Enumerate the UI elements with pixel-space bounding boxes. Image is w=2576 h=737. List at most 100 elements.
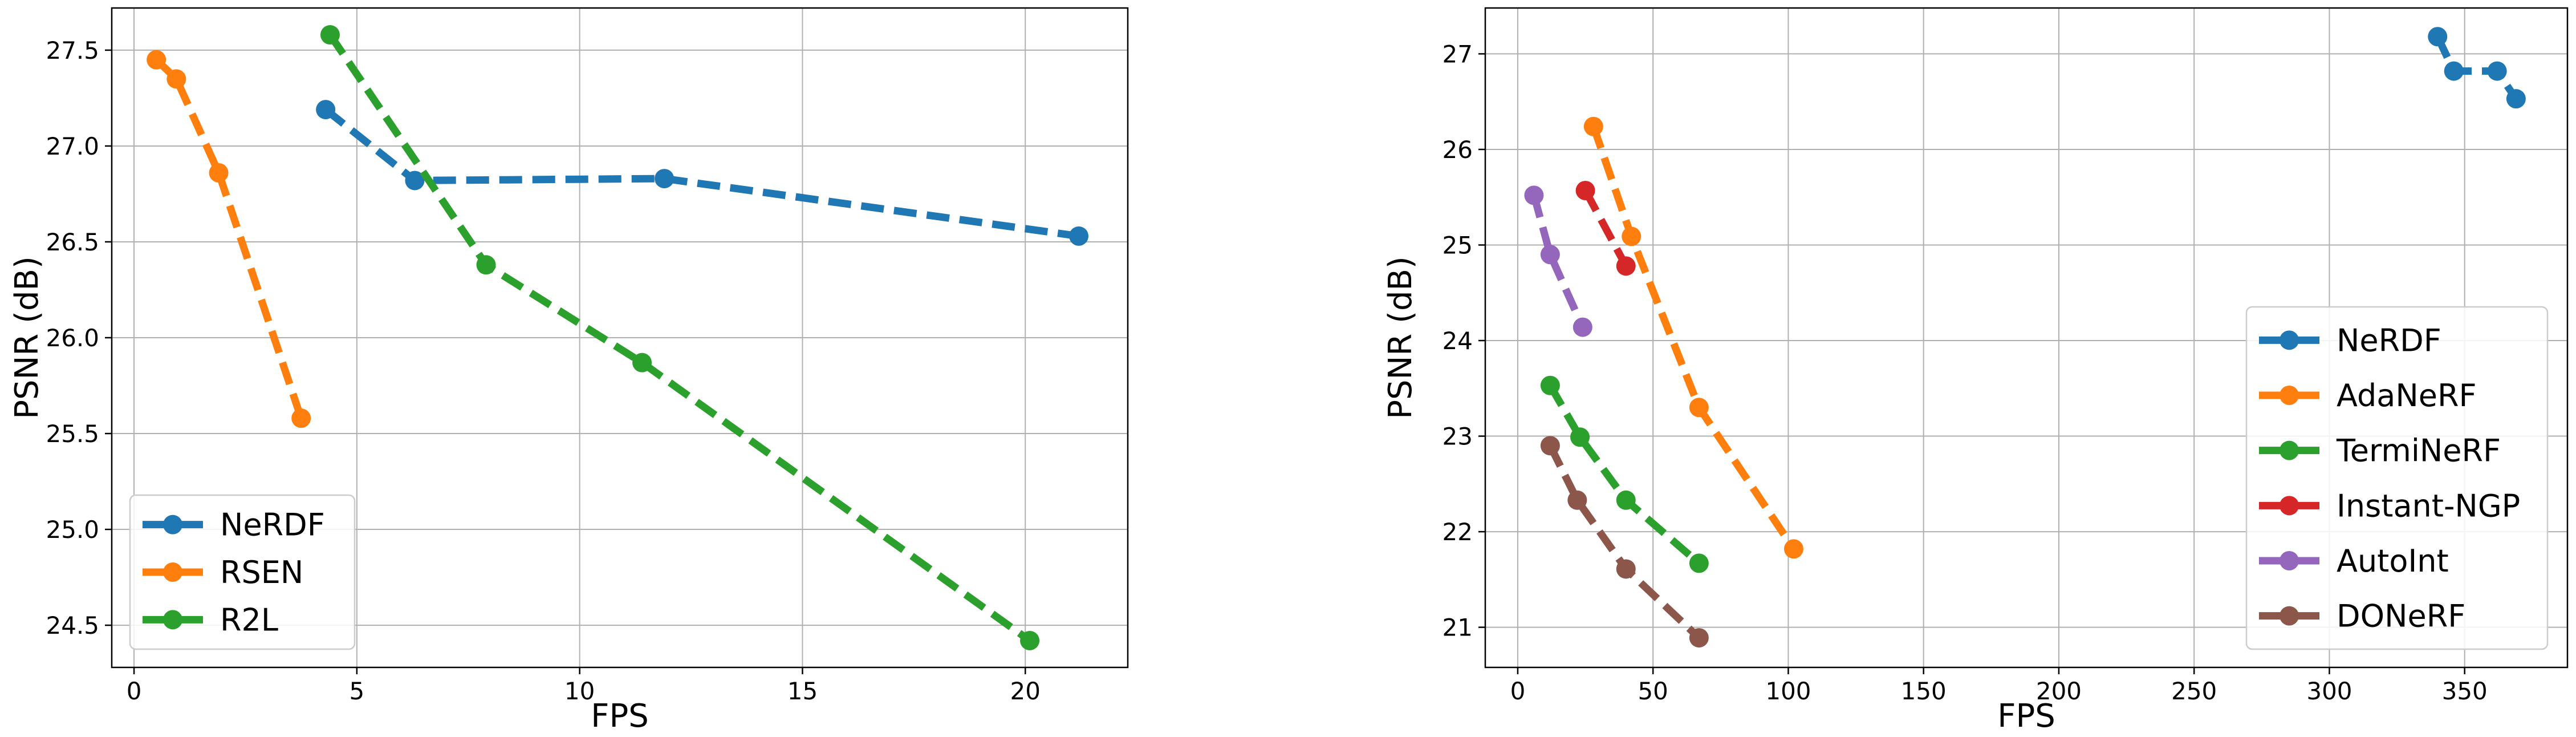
legend-marker [163, 610, 182, 630]
data-point [1573, 317, 1592, 337]
y-tick-label: 27.0 [46, 132, 99, 160]
data-point [2487, 61, 2507, 81]
data-point [1616, 490, 1636, 510]
data-point [1689, 628, 1709, 648]
right-chart: 0 50 100 150 200 250 300 350 21 22 23 24 25 26 27 FPS PS… [1382, 7, 2569, 735]
legend-label: NeRDF [220, 507, 325, 543]
data-point [405, 171, 425, 191]
plot-frame [1484, 7, 2569, 669]
data-point [1540, 245, 1560, 265]
y-axis-label: PSNR (dB) [1382, 256, 1419, 419]
series-adanerf [1583, 116, 1803, 559]
legend-marker [163, 562, 182, 582]
x-tick-label: 0 [1510, 677, 1526, 705]
data-point [2444, 61, 2464, 81]
legend-item: NeRDF [2259, 322, 2441, 358]
data-point [291, 408, 311, 428]
x-tick-label: 10 [564, 677, 595, 705]
data-point [1616, 559, 1636, 579]
data-point [209, 163, 229, 183]
x-tick-label: 0 [127, 677, 142, 705]
data-point [320, 25, 340, 45]
data-point [1540, 375, 1560, 395]
x-tick-label: 200 [2036, 677, 2082, 705]
legend-label: Instant-NGP [2337, 488, 2520, 524]
x-tick-label: 150 [1901, 677, 1947, 705]
data-point [147, 50, 166, 70]
data-point [1622, 226, 1642, 246]
y-tick-label: 27 [1443, 40, 1473, 68]
legend-marker [2280, 606, 2299, 626]
legend: NeRDF RSEN R2L [129, 494, 356, 650]
legend: NeRDF AdaNeRF TermiNeRF Instant-NGP AutoInt D… [2245, 306, 2549, 650]
x-tick-label: 50 [1638, 677, 1668, 705]
x-tick-label: 5 [350, 677, 365, 705]
x-tick-label: 15 [787, 677, 818, 705]
legend-item: DONeRF [2259, 598, 2465, 634]
y-tick-label: 22 [1443, 518, 1473, 546]
x-axis-label: FPS [1997, 698, 2055, 735]
data-point [1689, 553, 1709, 573]
legend-box [129, 494, 356, 650]
legend-marker [2280, 330, 2299, 350]
legend-marker [2280, 386, 2299, 405]
series-autoint [1524, 185, 1592, 337]
y-tick-label: 26.0 [46, 324, 99, 352]
legend-item: R2L [143, 602, 278, 638]
series-nerdf [316, 100, 1089, 246]
data-point [1540, 436, 1560, 456]
y-tick-label: 27.5 [46, 37, 99, 64]
data-point [1616, 256, 1636, 276]
legend-box [2245, 306, 2549, 650]
legend-item: AdaNeRF [2259, 378, 2477, 414]
x-tick-label: 250 [2171, 677, 2217, 705]
y-axis-label: PSNR (dB) [9, 256, 46, 419]
data-point [1783, 539, 1803, 559]
legend-marker [2280, 496, 2299, 516]
data-point [1689, 398, 1709, 418]
x-tick-label: 350 [2442, 677, 2488, 705]
legend-marker [2280, 440, 2299, 460]
plot-frame [111, 7, 1129, 669]
series-line [1590, 125, 1797, 551]
series-line [1547, 383, 1702, 566]
x-tick-label: 300 [2306, 677, 2352, 705]
x-tick-label: 20 [1010, 677, 1041, 705]
legend-marker [163, 515, 182, 534]
series-donerf [1540, 436, 1709, 648]
data-point [655, 169, 675, 189]
y-tick-label: 25.0 [46, 516, 99, 544]
data-point [316, 100, 336, 120]
series-line [2434, 35, 2520, 101]
left-chart: 0 5 10 15 20 24.5 25.0 25.5 26.0 26.5 27.0 27.5 FPS P… [9, 7, 1129, 735]
legend-item: AutoInt [2259, 543, 2449, 579]
y-tick-label: 24.5 [46, 612, 99, 639]
x-tick-label: 100 [1765, 677, 1811, 705]
data-point [1020, 630, 1040, 650]
y-tick-label: 23 [1443, 423, 1473, 451]
data-point [1524, 185, 1544, 205]
series-line [327, 33, 1032, 644]
y-tick-label: 24 [1443, 327, 1473, 355]
series-instant-ngp [1575, 180, 1636, 276]
legend-label: AutoInt [2337, 543, 2449, 579]
series-line [1530, 194, 1586, 329]
legend-label: R2L [220, 602, 278, 638]
series-nerdf [2428, 27, 2526, 109]
legend-label: AdaNeRF [2337, 378, 2477, 414]
legend-label: TermiNeRF [2336, 433, 2501, 469]
y-tick-label: 26.5 [46, 228, 99, 256]
series-line [323, 107, 1079, 240]
y-tick-label: 26 [1443, 136, 1473, 164]
data-point [476, 255, 496, 275]
legend-item: TermiNeRF [2259, 433, 2501, 469]
series-line [1582, 188, 1630, 268]
x-axis-label: FPS [591, 698, 649, 735]
data-point [2428, 27, 2448, 47]
data-point [2506, 89, 2526, 109]
data-point [166, 69, 186, 89]
y-tick-label: 21 [1443, 614, 1473, 642]
legend-item: Instant-NGP [2259, 488, 2520, 524]
series-line [1547, 444, 1702, 641]
